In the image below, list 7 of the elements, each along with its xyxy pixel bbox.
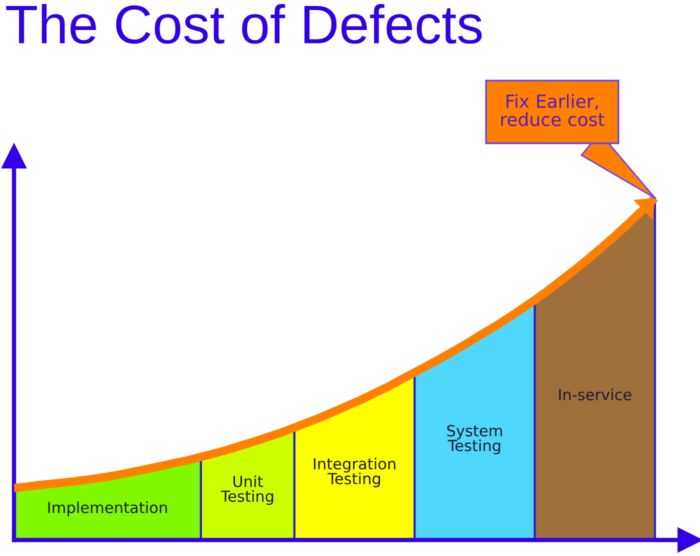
series-label: Integration Testing [314,458,396,488]
series-label: System Testing [447,424,502,454]
series-label: Unit Testing [220,475,274,505]
series-label: In-service [559,388,632,400]
chart-title: The Cost of Defects [6,4,482,44]
series-label: Implementation [48,501,167,516]
text: Fix Earlier, reduce cost [501,94,604,126]
